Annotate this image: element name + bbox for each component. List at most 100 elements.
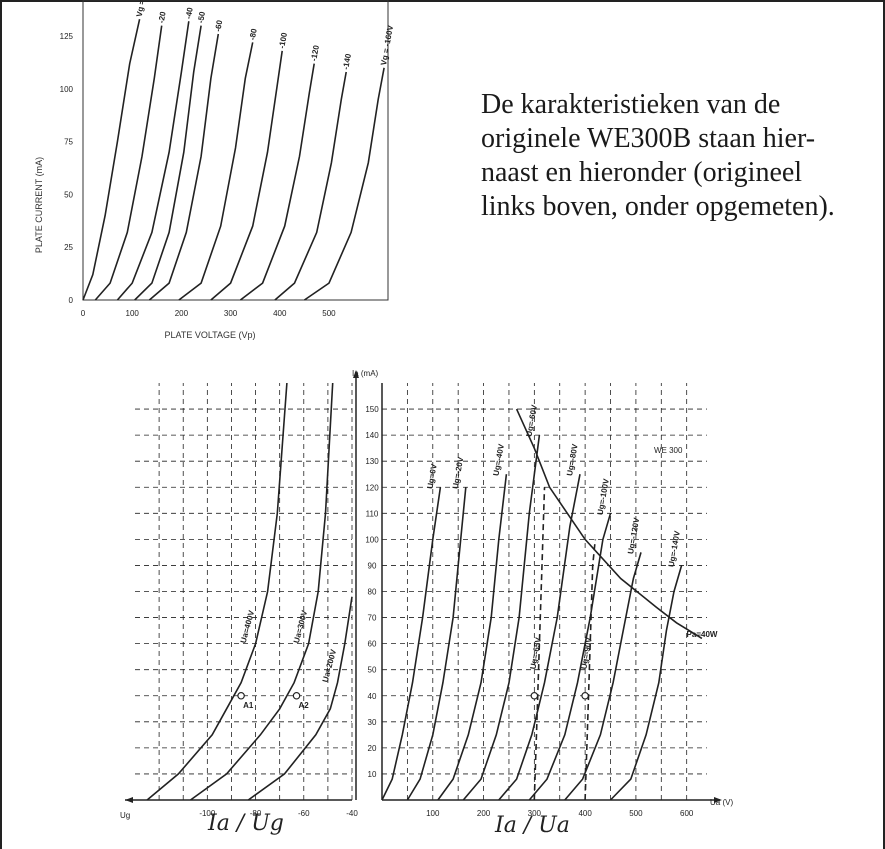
operating-point	[292, 691, 301, 700]
x-tick-label: 100	[426, 809, 440, 818]
chart-title: WE 300	[654, 446, 683, 455]
y-tick-label: 100	[365, 535, 379, 544]
y-tick-label: 0	[69, 296, 74, 305]
y-tick-label: 25	[64, 243, 73, 252]
curve-label: -120	[309, 44, 321, 62]
plate-curve	[381, 487, 442, 801]
x-tick-label: 600	[680, 809, 694, 818]
y-tick-label: 50	[64, 190, 73, 199]
y-tick-label: 125	[60, 32, 74, 41]
x-axis-arrow	[125, 797, 133, 803]
curve-label: Ug=-140V	[667, 529, 682, 567]
x-tick-label: 300	[224, 309, 238, 318]
plate-curve	[406, 487, 467, 801]
plate-curve	[303, 67, 385, 301]
plate-annotation: Ia / Ua	[494, 813, 570, 838]
y-axis-arrow	[353, 370, 359, 378]
x-tick-label: 500	[322, 309, 336, 318]
operating-point	[237, 691, 245, 700]
curve-label: -40	[184, 6, 195, 19]
y-tick-label: 130	[365, 457, 379, 466]
curve-label: Pa=40W	[687, 630, 718, 639]
x-tick-label: 300	[528, 809, 542, 818]
transfer-annotation: Ia / Ug	[207, 811, 284, 836]
caption-line: originele WE300B staan hier-	[481, 123, 816, 154]
x-tick-label: -80	[250, 809, 262, 818]
plate-curve	[609, 565, 683, 801]
plate-curve	[116, 21, 190, 301]
y-tick-label: 20	[368, 744, 377, 753]
curve-label: Ug=-60V	[525, 404, 540, 438]
curve-label: Ug=-65V	[529, 636, 544, 670]
plate-curve	[564, 552, 642, 801]
curve-label: -100	[277, 31, 289, 49]
x-tick-label: -100	[199, 809, 216, 818]
y-tick-label: 100	[60, 85, 74, 94]
plot-frame	[82, 0, 389, 301]
x-tick-label: -40	[346, 809, 358, 818]
operating-point	[581, 691, 589, 700]
x-tick-label: 500	[629, 809, 643, 818]
y-tick-label: 75	[64, 138, 73, 147]
y-tick-label: 10	[368, 770, 377, 779]
plate-curve	[437, 474, 508, 801]
y-tick-label: 90	[368, 561, 377, 570]
y-axis-title: PLATE CURRENT (mA)	[34, 157, 44, 253]
plate-curve	[584, 539, 597, 801]
plate-curve	[134, 25, 202, 301]
caption-line: links boven, onder opgemeten).	[481, 191, 835, 222]
plate-curve	[148, 33, 220, 301]
curve-label: Ug=0V	[426, 463, 439, 490]
caption-line: naast en hieronder (origineel	[481, 157, 803, 188]
transfer-curve	[190, 382, 334, 801]
curve-label: -20	[157, 10, 168, 23]
x-axis-arrow	[714, 797, 722, 803]
point-label: A1	[243, 701, 254, 710]
curve-label: Ug=-20V	[451, 456, 466, 490]
plate-curve	[210, 50, 283, 301]
transfer-curve	[247, 596, 353, 801]
x-axis-title: PLATE VOLTAGE (Vp)	[164, 330, 255, 340]
y-tick-label: 70	[368, 614, 377, 623]
caption-text: De karakteristieken van de originele WE3…	[481, 88, 876, 224]
plate-curve	[528, 513, 612, 801]
y-axis-title: Ia (mA)	[352, 369, 379, 378]
plate-curve	[498, 474, 581, 801]
y-tick-label: 120	[365, 483, 379, 492]
x-tick-label: 0	[81, 309, 86, 318]
curve-label: Ug=-100V	[596, 477, 611, 515]
plate-curve	[178, 42, 254, 301]
plate-curve	[239, 63, 315, 301]
y-tick-label: 110	[366, 509, 379, 518]
plate-curve	[462, 434, 541, 801]
plate-curve	[533, 487, 546, 801]
plate-curve	[94, 25, 163, 301]
x-axis-title: Ug	[120, 811, 130, 820]
y-tick-label: 40	[368, 692, 377, 701]
curve-label: -140	[341, 52, 353, 70]
y-tick-label: 150	[365, 405, 379, 414]
plate-curve	[82, 19, 141, 301]
caption-line: De karakteristieken van de	[481, 89, 781, 120]
curve-label: Ug=-80V	[565, 443, 580, 477]
curve-label: Ug=-40V	[492, 443, 507, 477]
x-axis-title: Ua (V)	[710, 798, 733, 807]
power-limit-curve	[515, 408, 703, 640]
curve-label: -80	[248, 27, 259, 40]
x-tick-label: 400	[273, 309, 287, 318]
y-tick-label: 50	[368, 666, 377, 675]
plate-curve	[274, 71, 347, 301]
x-tick-label: -60	[298, 809, 310, 818]
y-tick-label: 30	[368, 718, 377, 727]
curve-label: Ug=-120V	[626, 516, 641, 554]
transfer-curve	[146, 382, 288, 801]
x-tick-label: 200	[477, 809, 491, 818]
curve-label: -50	[196, 10, 207, 23]
x-tick-label: 400	[578, 809, 592, 818]
y-tick-label: 60	[368, 640, 377, 649]
x-tick-label: 100	[126, 309, 140, 318]
